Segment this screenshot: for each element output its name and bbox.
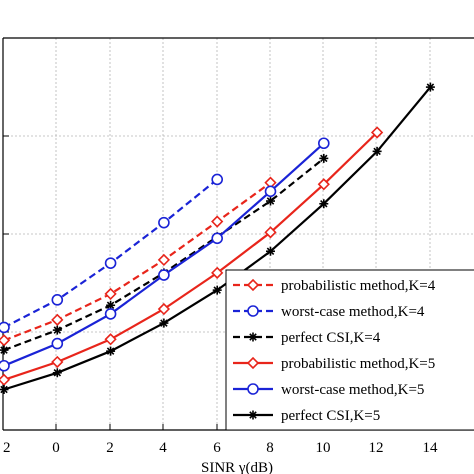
series-6 (0, 82, 435, 394)
legend-label: perfect CSI,K=4 (281, 330, 381, 346)
series-2 (0, 173, 223, 334)
x-tick-label: 0 (52, 440, 60, 456)
legend: probabilistic method,K=4 worst-case metho… (225, 269, 474, 431)
legend-label: worst-case method,K=5 (281, 382, 424, 398)
point-marker (211, 266, 224, 279)
series-line (3, 131, 378, 381)
point-marker (248, 410, 258, 420)
point-marker (157, 302, 171, 316)
x-tick-label: 14 (423, 440, 439, 456)
point-marker (51, 313, 64, 326)
point-marker (0, 385, 9, 394)
point-marker (211, 215, 224, 228)
x-tick-label: 12 (369, 440, 384, 456)
point-marker (319, 153, 329, 163)
point-marker (370, 126, 384, 139)
legend-box (225, 269, 474, 431)
legend-label: perfect CSI,K=5 (281, 408, 380, 424)
series-line (3, 181, 272, 342)
series-lines (0, 82, 435, 394)
point-marker (211, 232, 223, 245)
point-marker (104, 287, 117, 301)
x-tick-label: 8 (266, 440, 274, 456)
point-marker (247, 305, 259, 317)
point-marker (211, 173, 223, 186)
point-marker (51, 355, 64, 369)
point-marker (0, 334, 11, 347)
point-marker (425, 82, 435, 92)
point-marker (246, 278, 260, 292)
point-marker (317, 137, 330, 150)
x-tick-label: 6 (213, 440, 221, 456)
legend-label: worst-case method,K=4 (281, 304, 425, 320)
point-marker (246, 356, 260, 370)
point-marker (266, 246, 275, 256)
x-tick-label: 10 (316, 440, 331, 456)
x-tick-label: 4 (159, 440, 167, 456)
point-marker (51, 337, 64, 350)
point-marker (159, 318, 169, 328)
point-marker (52, 368, 62, 378)
x-tick-label: 2 (106, 440, 114, 456)
series-1 (0, 176, 277, 347)
series-4 (0, 126, 384, 386)
point-marker (104, 333, 117, 346)
point-marker (0, 345, 9, 355)
point-marker (158, 269, 170, 281)
legend-label: probabilistic method,K=4 (281, 278, 436, 294)
point-marker (104, 257, 117, 269)
legend-label: probabilistic method,K=5 (281, 356, 435, 372)
point-marker (248, 332, 258, 342)
x-axis-label: SINR γ(dB) (201, 460, 273, 474)
x-ticks: 2 0 2 4 6 8 10 12 14 (2, 424, 439, 456)
point-marker (212, 285, 222, 295)
point-marker (264, 226, 277, 239)
point-marker (0, 359, 10, 372)
point-marker (317, 178, 330, 191)
point-marker (104, 308, 117, 320)
point-marker (372, 146, 382, 156)
point-marker (158, 216, 170, 229)
point-marker (52, 325, 62, 335)
point-marker (0, 373, 11, 386)
point-marker (0, 321, 10, 334)
point-marker (264, 185, 277, 198)
point-marker (51, 294, 64, 306)
x-tick-label: 2 (3, 440, 11, 456)
point-marker (319, 199, 329, 209)
series-5 (0, 137, 330, 372)
point-marker (157, 253, 171, 267)
point-marker (106, 346, 116, 356)
point-marker (247, 383, 259, 395)
point-marker (266, 196, 275, 206)
